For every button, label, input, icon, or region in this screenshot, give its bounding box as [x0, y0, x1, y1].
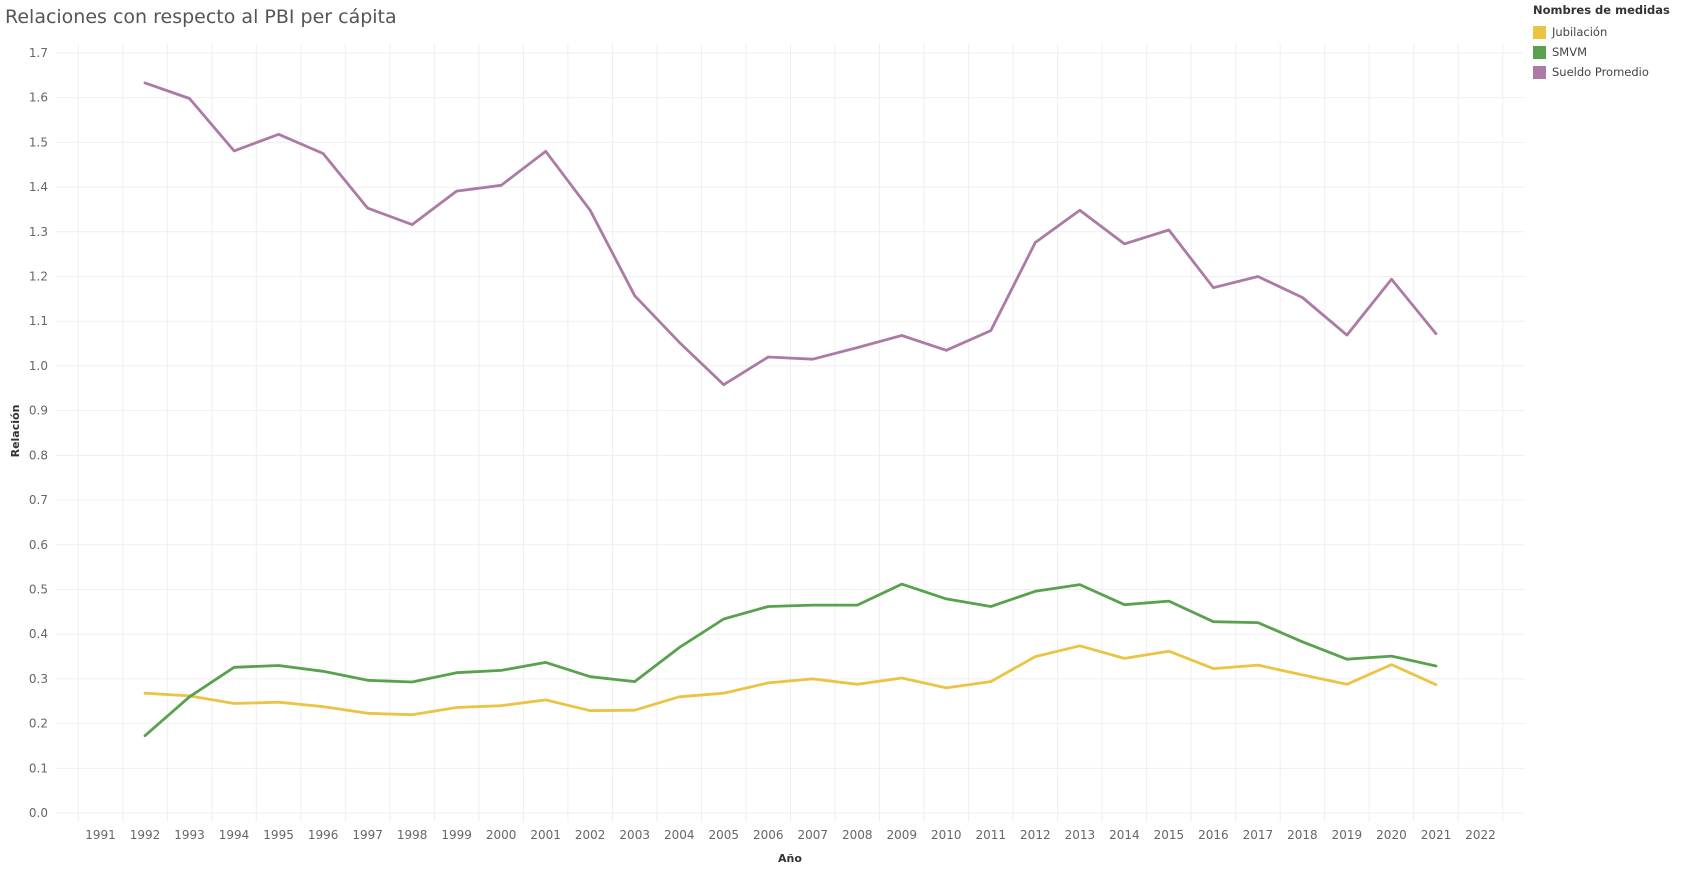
x-tick-label: 1999: [441, 828, 472, 842]
y-tick-label: 1.1: [29, 314, 48, 328]
legend-label-sueldo-promedio: Sueldo Promedio: [1552, 65, 1649, 79]
y-tick-label: 1.7: [29, 46, 48, 60]
x-tick-label: 2010: [931, 828, 962, 842]
y-tick-label: 0.2: [29, 717, 48, 731]
x-tick-label: 2005: [708, 828, 739, 842]
legend-swatch-jubilacion: [1533, 25, 1546, 39]
x-tick-label: 1998: [397, 828, 428, 842]
y-tick-label: 0.8: [29, 448, 48, 462]
x-tick-label: 2000: [486, 828, 517, 842]
x-tick-label: 2007: [797, 828, 828, 842]
series-line-sueldo-promedio[interactable]: [143, 81, 1438, 387]
x-tick-label: 2006: [753, 828, 784, 842]
x-tick-label: 2013: [1065, 828, 1096, 842]
x-tick-label: 2021: [1421, 828, 1452, 842]
tick-layer: 0.0 0.1 0.2 0.3 0.4 0.5 0.6 0.7 0.8 0.9 1.0 1.1 1.2 1…: [29, 46, 1496, 842]
x-tick-label: 2016: [1198, 828, 1229, 842]
x-tick-label: 2022: [1465, 828, 1496, 842]
y-tick-label: 1.0: [29, 359, 48, 373]
y-tick-label: 1.3: [29, 225, 48, 239]
legend-label-jubilacion: Jubilación: [1552, 25, 1608, 39]
x-tick-label: 2012: [1020, 828, 1051, 842]
y-tick-label: 1.5: [29, 135, 48, 149]
x-tick-label: 1993: [174, 828, 205, 842]
x-tick-label: 2004: [664, 828, 695, 842]
x-tick-label: 2018: [1287, 828, 1318, 842]
x-tick-label: 2020: [1376, 828, 1407, 842]
x-tick-label: 2015: [1154, 828, 1185, 842]
y-tick-label: 1.4: [29, 180, 48, 194]
y-tick-label: 1.6: [29, 91, 48, 105]
y-tick-label: 0.1: [29, 761, 48, 775]
grid-layer: [56, 44, 1525, 822]
x-axis-title: Año: [778, 852, 802, 865]
x-tick-label: 2017: [1243, 828, 1274, 842]
x-tick-label: 2003: [619, 828, 650, 842]
chart-title: Relaciones con respecto al PBI per cápit…: [5, 6, 397, 28]
x-tick-label: 1995: [263, 828, 294, 842]
legend-swatch-sueldo-promedio: [1533, 65, 1546, 79]
x-tick-label: 2014: [1109, 828, 1140, 842]
y-axis-title: Relación: [9, 405, 22, 458]
y-tick-label: 0.3: [29, 672, 48, 686]
y-tick-label: 0.0: [29, 806, 48, 820]
legend-item-jubilacion[interactable]: Jubilación: [1533, 22, 1670, 42]
legend: Nombres de medidas Jubilación SMVM Sueld…: [1533, 3, 1670, 82]
x-tick-label: 1997: [352, 828, 383, 842]
legend-swatch-smvm: [1533, 45, 1546, 59]
y-tick-label: 0.4: [29, 627, 48, 641]
x-tick-label: 2008: [842, 828, 873, 842]
y-tick-label: 0.7: [29, 493, 48, 507]
x-tick-label: 1994: [219, 828, 250, 842]
y-tick-label: 1.2: [29, 270, 48, 284]
legend-item-sueldo-promedio[interactable]: Sueldo Promedio: [1533, 62, 1670, 82]
x-tick-label: 2011: [976, 828, 1007, 842]
x-tick-label: 1992: [130, 828, 161, 842]
y-tick-label: 0.9: [29, 404, 48, 418]
series-line-jubilacion[interactable]: [143, 644, 1438, 717]
y-tick-label: 0.6: [29, 538, 48, 552]
series-line-smvm[interactable]: [143, 582, 1438, 738]
series-layer: [143, 81, 1438, 738]
legend-title: Nombres de medidas: [1533, 3, 1670, 17]
legend-label-smvm: SMVM: [1552, 45, 1588, 59]
x-tick-label: 1991: [85, 828, 116, 842]
y-tick-label: 0.5: [29, 582, 48, 596]
x-tick-label: 2002: [575, 828, 606, 842]
x-tick-label: 2019: [1332, 828, 1363, 842]
legend-item-smvm[interactable]: SMVM: [1533, 42, 1670, 62]
x-tick-label: 1996: [308, 828, 339, 842]
x-tick-label: 2009: [887, 828, 918, 842]
x-tick-label: 2001: [530, 828, 561, 842]
